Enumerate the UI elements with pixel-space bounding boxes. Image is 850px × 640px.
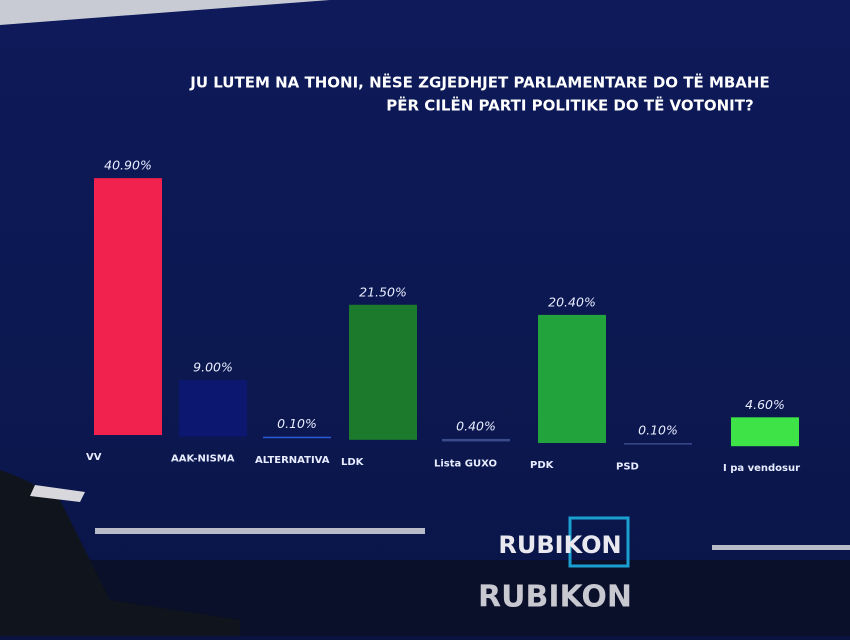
bar	[349, 304, 417, 440]
ceiling	[0, 0, 330, 25]
value-label: 40.90%	[104, 158, 152, 173]
category-label: Lista GUXO	[434, 458, 497, 469]
category-label: PSD	[616, 462, 639, 473]
value-label: 4.60%	[745, 397, 785, 412]
bar	[442, 438, 510, 442]
person	[0, 470, 240, 636]
stage-light	[712, 545, 850, 550]
category-label: LDK	[341, 457, 365, 468]
value-label: 20.40%	[548, 294, 596, 309]
value-label: 9.00%	[193, 360, 233, 375]
paper	[30, 485, 85, 502]
category-label: VV	[86, 452, 102, 463]
bar	[538, 314, 606, 443]
stage-light	[95, 528, 425, 534]
value-label: 0.10%	[277, 416, 317, 431]
chart-title: PËR CILËN PARTI POLITIKE DO TË VOTONIT?	[386, 96, 753, 115]
bar	[731, 417, 799, 447]
category-label: I pa vendosur	[723, 463, 800, 474]
logo-frame	[568, 516, 630, 568]
value-label: 0.10%	[638, 423, 678, 438]
bar	[624, 443, 692, 445]
bar	[179, 380, 247, 437]
category-label: PDK	[530, 460, 555, 471]
category-label: AAK-NISMA	[171, 454, 235, 465]
watermark: RUBIKON	[478, 580, 632, 615]
bar	[94, 178, 162, 435]
category-label: ALTERNATIVA	[255, 455, 330, 466]
value-label: 21.50%	[359, 284, 407, 299]
logo: RUBIKON	[498, 531, 621, 559]
bar	[263, 436, 331, 439]
chart-title: JU LUTEM NA THONI, NËSE ZGJEDHJET PARLAM…	[189, 73, 769, 92]
value-label: 0.40%	[456, 418, 496, 433]
